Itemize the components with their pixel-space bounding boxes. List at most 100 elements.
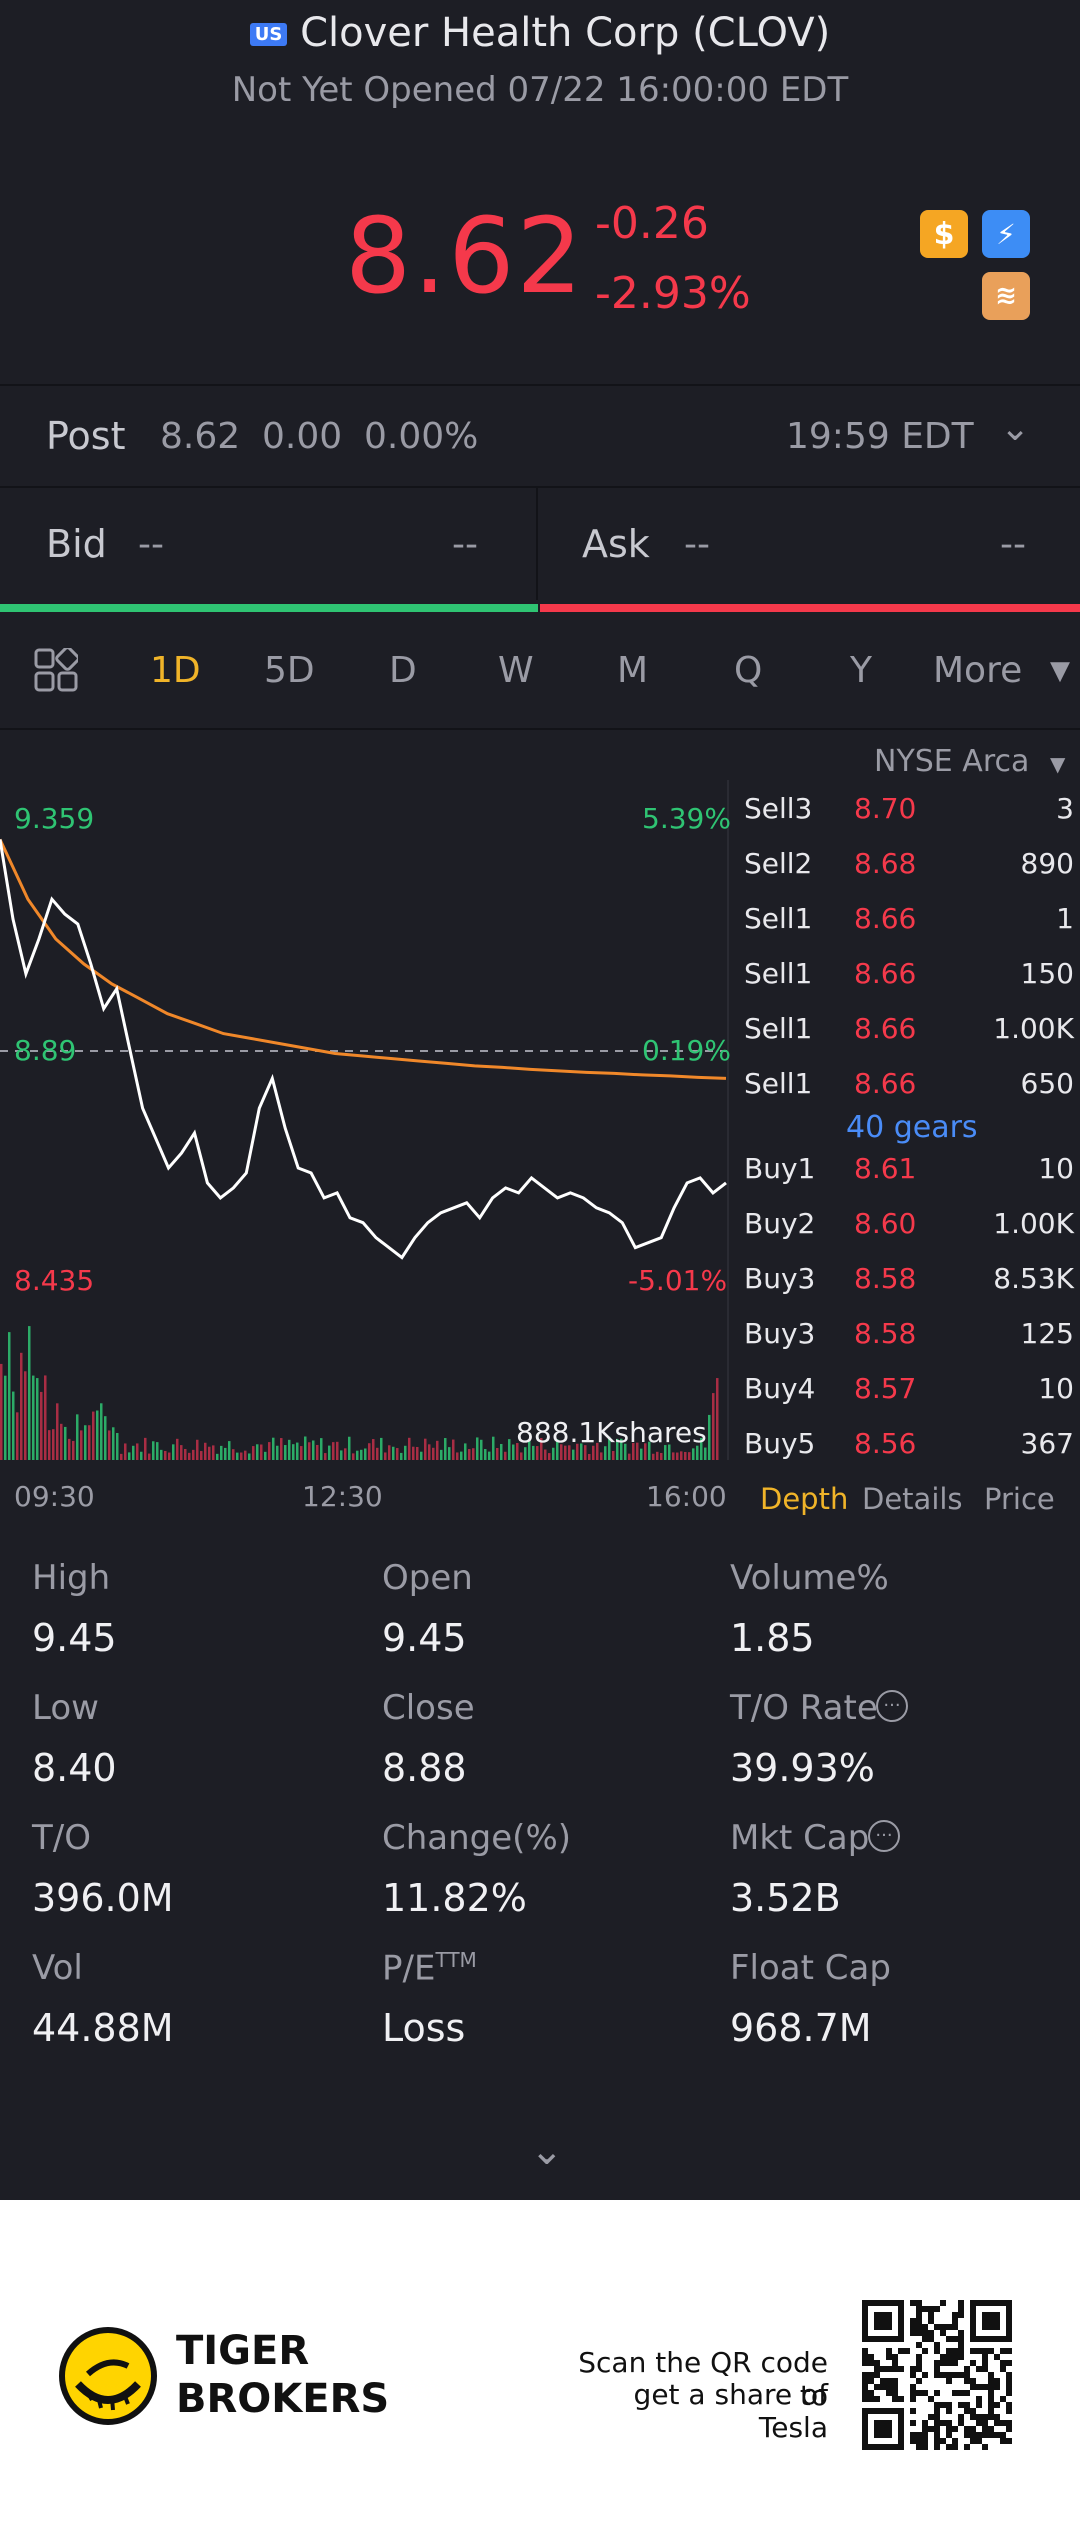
chevron-down-icon[interactable]: ⌄	[1000, 408, 1031, 449]
tab-5d[interactable]: 5D	[264, 650, 315, 691]
volume-bar	[204, 1442, 207, 1460]
mktcap-info-icon[interactable]: ···	[868, 1820, 900, 1852]
tab-details[interactable]: Details	[862, 1482, 963, 1516]
volume-bar	[304, 1436, 307, 1460]
volume-bar	[280, 1438, 283, 1460]
stat-volpct-value: 1.85	[730, 1616, 815, 1660]
tab-y[interactable]: Y	[850, 650, 872, 691]
ask-size: --	[1000, 524, 1026, 565]
exchange-dropdown-icon[interactable]: ▼	[1050, 752, 1066, 776]
volume-bar	[348, 1436, 351, 1460]
buy-size: 10	[1038, 1152, 1074, 1185]
volume-bar	[592, 1445, 595, 1460]
sell-size: 650	[1020, 1067, 1074, 1100]
bid-size: --	[452, 524, 478, 565]
volume-bar	[124, 1443, 127, 1460]
volume-bar	[20, 1352, 23, 1460]
buy-size: 125	[1020, 1317, 1074, 1350]
volume-bar	[36, 1378, 39, 1460]
buy-level-label: Buy5	[744, 1427, 816, 1460]
volume-bar	[188, 1452, 191, 1460]
buy-row: Buy3 8.58 125	[744, 1307, 1076, 1362]
volume-bar	[248, 1453, 251, 1460]
qr-code[interactable]	[862, 2300, 1012, 2450]
tab-price[interactable]: Price	[984, 1482, 1055, 1516]
volume-bar	[88, 1425, 91, 1460]
volume-bar	[468, 1449, 471, 1460]
layers-icon[interactable]: ≋	[982, 272, 1030, 320]
tab-1d[interactable]: 1D	[150, 650, 201, 691]
tab-d[interactable]: D	[389, 650, 417, 691]
post-market-row[interactable]: Post 8.62 0.00 0.00% 19:59 EDT ⌄	[0, 386, 1080, 488]
chart-high-price: 9.359	[14, 802, 95, 835]
sell-level-label: Sell2	[744, 847, 813, 880]
ask-label: Ask	[582, 522, 650, 566]
pe-label-text: P/E	[382, 1948, 436, 1989]
volume-bar	[412, 1446, 415, 1460]
tab-w[interactable]: W	[498, 650, 534, 691]
stat-low-label: Low	[32, 1688, 99, 1728]
volume-bar	[380, 1437, 383, 1460]
stat-pe-label: P/ETTM	[382, 1948, 477, 1988]
stat-changepct-value: 11.82%	[382, 1876, 527, 1920]
volume-bar	[532, 1445, 535, 1460]
volume-bar	[240, 1452, 243, 1460]
volume-bar	[524, 1447, 527, 1460]
sell-price: 8.66	[854, 957, 917, 990]
volume-bar	[376, 1447, 379, 1460]
tab-more[interactable]: More	[933, 650, 1023, 691]
volume-bar	[624, 1443, 627, 1460]
stat-changepct-label: Change(%)	[382, 1818, 572, 1858]
sell-size: 150	[1020, 957, 1074, 990]
dollar-icon[interactable]: $	[920, 210, 968, 258]
volume-bar	[320, 1438, 323, 1460]
volume-bar	[700, 1437, 703, 1460]
tab-q[interactable]: Q	[734, 650, 763, 691]
volume-bar	[268, 1442, 271, 1460]
volume-bar	[104, 1416, 107, 1460]
sell-row: Sell1 8.66 150	[744, 947, 1076, 1002]
volume-bar	[336, 1441, 339, 1460]
volume-bar	[184, 1448, 187, 1460]
volume-bar	[8, 1332, 11, 1460]
tab-m[interactable]: M	[617, 650, 649, 691]
buy-level-label: Buy1	[744, 1152, 816, 1185]
volume-bar	[324, 1453, 327, 1460]
tab-depth[interactable]: Depth	[760, 1482, 849, 1516]
flash-icon[interactable]: ⚡	[982, 210, 1030, 258]
average-price-line	[0, 838, 727, 1080]
volume-bar	[364, 1448, 367, 1460]
volume-total: 888.1Kshares	[516, 1416, 707, 1449]
last-price: 8.62	[345, 195, 585, 317]
sell-size: 3	[1056, 792, 1074, 825]
volume-bar	[116, 1432, 119, 1460]
volume-bar	[400, 1452, 403, 1460]
chart-settings-icon[interactable]	[34, 646, 80, 692]
gears-selector[interactable]: 40 gears	[846, 1110, 978, 1145]
bid-label: Bid	[46, 522, 107, 566]
intraday-chart[interactable]	[0, 780, 730, 1460]
volume-bar	[716, 1378, 719, 1460]
volume-bar	[664, 1445, 667, 1460]
post-time: 19:59 EDT	[786, 416, 974, 457]
post-label: Post	[46, 414, 126, 458]
more-dropdown-icon[interactable]: ▼	[1050, 656, 1070, 686]
volume-bar	[136, 1443, 139, 1460]
torate-info-icon[interactable]: ···	[876, 1690, 908, 1722]
volume-bar	[300, 1446, 303, 1460]
volume-bar	[480, 1439, 483, 1460]
volume-bar	[244, 1450, 247, 1460]
volume-bar	[236, 1452, 239, 1460]
volume-bar	[196, 1439, 199, 1460]
price-change-pct: -2.93%	[595, 268, 751, 319]
volume-bar	[28, 1326, 31, 1460]
volume-bar	[4, 1375, 7, 1460]
volume-bar	[0, 1363, 3, 1460]
cta-line-2: get a share of Tesla	[633, 2378, 828, 2444]
expand-chevron-icon[interactable]: ⌄	[530, 2128, 564, 2174]
volume-bar	[568, 1445, 571, 1460]
bid-box: Bid -- --	[0, 488, 536, 600]
stat-vol-label: Vol	[32, 1948, 83, 1988]
volume-bar	[340, 1450, 343, 1460]
exchange-selector[interactable]: NYSE Arca	[874, 744, 1030, 779]
